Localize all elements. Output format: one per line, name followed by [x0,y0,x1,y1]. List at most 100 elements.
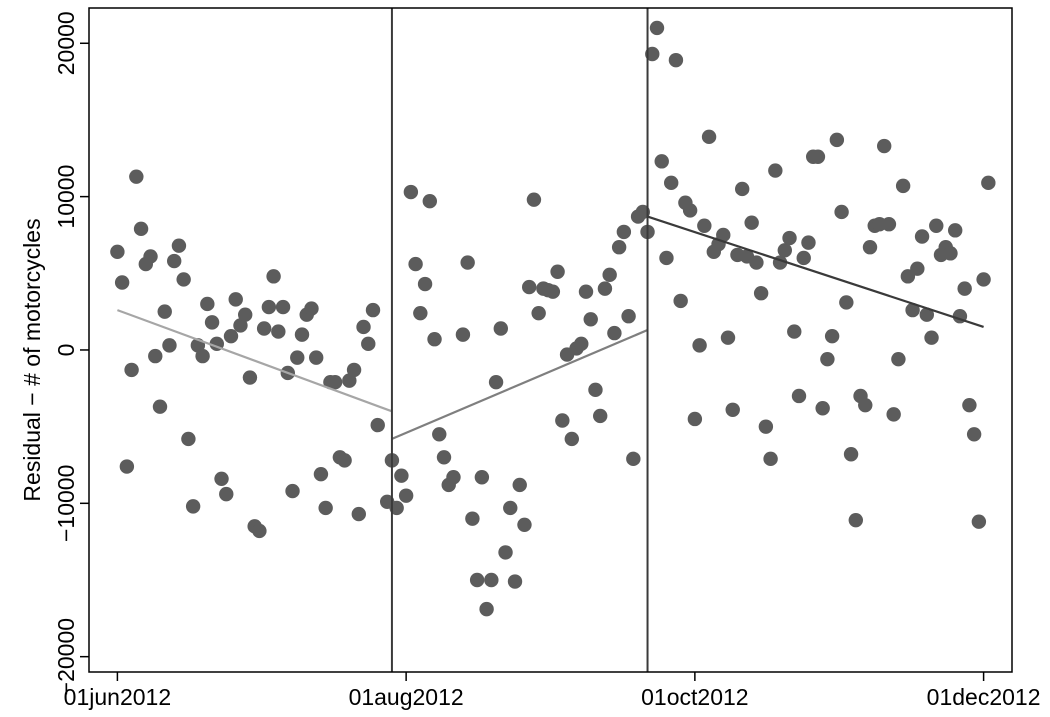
data-point [839,295,854,310]
data-point [829,132,845,148]
data-point [626,451,641,467]
y-tick-label: 20000 [53,11,79,75]
data-point [881,217,897,232]
data-point [782,230,797,246]
x-tick-label: 01aug2012 [349,684,464,710]
chart-marks [110,8,996,672]
data-point [195,348,210,364]
data-point [422,194,437,209]
y-tick-label: 10000 [53,165,79,229]
data-point [219,486,234,502]
data-point [768,163,783,178]
data-point [749,255,764,270]
data-point [919,307,934,322]
data-point [152,399,168,414]
data-point [635,204,650,220]
data-point [266,269,281,284]
data-point [356,319,371,335]
data-point [398,488,414,503]
x-tick-label: 01oct2012 [641,684,748,710]
data-point [285,483,300,499]
data-point [962,397,977,413]
data-point [162,338,177,353]
data-point [275,299,291,315]
data-point [171,238,187,253]
data-point [110,244,125,260]
data-point [488,374,504,390]
data-point [361,336,376,352]
data-point [654,154,669,169]
data-point [228,292,243,307]
data-point [507,574,523,589]
data-point [905,302,920,318]
data-point [948,223,963,238]
data-point [460,255,475,270]
data-point [843,447,859,462]
data-point [744,215,759,230]
data-point [124,362,139,378]
data-point [607,325,622,341]
data-point [673,293,688,309]
data-point [119,459,135,474]
data-point [157,304,172,319]
data-point [309,350,324,365]
data-point [493,321,508,336]
data-point [720,330,736,345]
data-point [469,572,485,588]
data-point [858,397,873,413]
data-point [664,175,679,191]
data-point [862,240,878,255]
data-point [668,52,684,68]
data-point [815,401,830,416]
data-point [223,328,239,344]
data-point [474,470,490,485]
data-point [176,272,191,287]
data-point [583,312,598,327]
data-point [389,500,404,516]
data-point [877,138,892,154]
data-point [200,296,215,312]
data-point [327,374,343,390]
data-point [550,264,565,279]
data-point [574,336,589,352]
data-point [597,281,613,296]
data-point [834,204,849,220]
data-point [602,267,617,283]
data-point [417,276,433,292]
data-point [810,149,826,164]
data-point [351,506,366,522]
data-point [294,327,310,342]
data-point [791,388,807,404]
data-point [687,411,703,427]
fit-line-segment-3 [647,215,984,329]
data-point [290,350,305,365]
data-point [777,243,792,258]
data-point [342,373,357,388]
data-point [701,129,717,145]
data-point [185,499,201,514]
data-point [753,286,769,301]
data-point [758,419,774,434]
fit-line-segment-1 [117,309,393,413]
data-point [238,307,253,322]
data-point [725,402,740,417]
data-point [304,301,319,316]
data-point [181,431,196,447]
data-point [522,279,537,295]
data-point [564,431,579,447]
data-point [313,466,329,482]
data-point [427,332,442,347]
data-point [517,517,532,532]
data-point [578,284,594,299]
x-tick-label: 01dec2012 [927,684,1041,710]
data-point [233,318,248,333]
data-point [252,523,267,539]
data-point [204,315,220,330]
y-tick-label: 0 [53,344,79,357]
y-tick-label: −10000 [53,465,79,542]
data-point [735,181,750,197]
data-point [820,351,835,367]
data-point [943,246,958,261]
data-point [682,203,698,218]
